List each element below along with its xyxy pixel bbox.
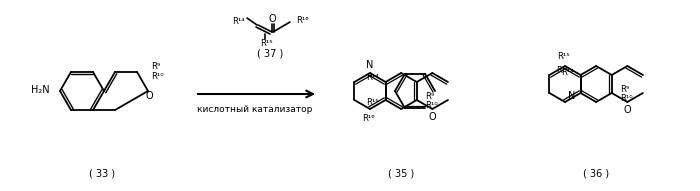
Text: R¹⁵: R¹⁵ xyxy=(366,97,379,107)
Text: O: O xyxy=(145,91,153,101)
Text: O: O xyxy=(624,105,631,115)
Text: R¹⁶: R¹⁶ xyxy=(556,66,569,74)
Text: ( 37 ): ( 37 ) xyxy=(257,48,283,58)
Text: N: N xyxy=(568,91,575,101)
Text: R¹⁴: R¹⁴ xyxy=(366,73,379,82)
Text: ( 35 ): ( 35 ) xyxy=(388,168,414,178)
Text: ( 33 ): ( 33 ) xyxy=(89,168,115,178)
Text: O: O xyxy=(428,112,436,122)
Text: R¹⁵: R¹⁵ xyxy=(260,39,272,48)
Text: R⁹: R⁹ xyxy=(620,84,629,94)
Text: R¹⁴: R¹⁴ xyxy=(232,16,245,26)
Text: кислотный катализатор: кислотный катализатор xyxy=(197,104,313,113)
Text: R¹⁰: R¹⁰ xyxy=(620,94,632,103)
Text: R¹⁴: R¹⁴ xyxy=(561,67,573,77)
Text: R⁹: R⁹ xyxy=(151,62,160,71)
Text: R¹⁶: R¹⁶ xyxy=(296,15,309,24)
Text: H₂N: H₂N xyxy=(32,85,50,95)
Text: R¹⁰: R¹⁰ xyxy=(425,100,438,109)
Text: R¹⁵: R¹⁵ xyxy=(556,52,569,61)
Text: R⁹: R⁹ xyxy=(425,91,434,100)
Text: O: O xyxy=(268,14,276,24)
Text: N: N xyxy=(366,60,374,70)
Text: R¹⁰: R¹⁰ xyxy=(151,72,164,81)
Text: ( 36 ): ( 36 ) xyxy=(583,168,609,178)
Text: R¹⁶: R¹⁶ xyxy=(362,113,375,122)
